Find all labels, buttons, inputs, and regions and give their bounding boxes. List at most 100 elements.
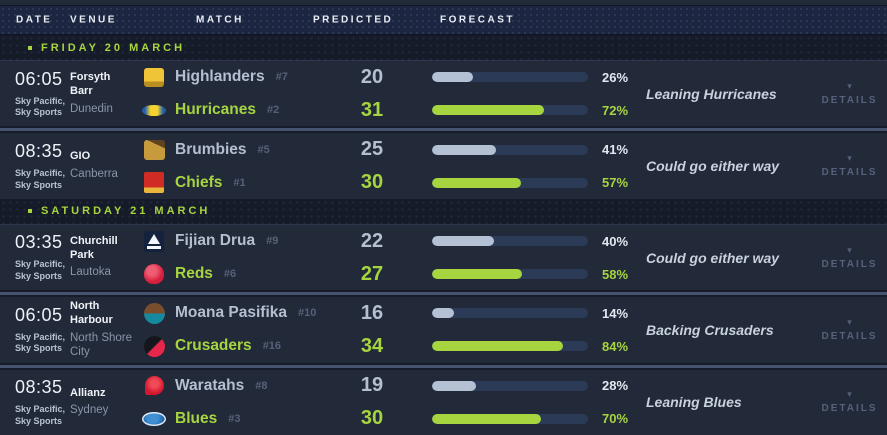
broadcast-channels: Sky Pacific, Sky Sports [15,95,66,118]
probability-bar-fill [432,72,473,83]
forecast-cell: Backing Crusaders [640,322,812,338]
team-logo-icon [142,334,166,358]
broadcast-channels: Sky Pacific, Sky Sports [15,331,66,354]
venue-cell: Churchill Park Lautoka [70,235,142,280]
probability-percent: 28% [602,378,629,394]
predicted-score: 34 [360,334,384,357]
probability-percent: 58% [602,266,629,282]
team-logo-icon [142,171,166,195]
venue-name: Forsyth Barr [70,71,111,97]
predicted-score: 27 [360,262,384,285]
venue-city: North Shore City [70,331,133,358]
predicted-score: 16 [360,301,384,324]
date-cell: 08:35 Sky Pacific, Sky Sports [15,377,70,427]
probability-bar-fill [432,236,495,247]
predicted-score-cell: 25 30 [342,138,422,195]
probability-bar-row [432,407,588,431]
probability-percent: 70% [602,411,629,427]
predicted-score-cell: 19 30 [342,374,422,431]
probability-percent: 26% [602,69,629,85]
forecast-cell: Could go either way [640,158,812,174]
forecast-text: Leaning Hurricanes [646,85,777,102]
date-cell: 06:05 Sky Pacific, Sky Sports [15,69,70,119]
venue-city: Dunedin [70,102,113,115]
chevron-down-icon: ▾ [847,244,852,255]
venue-cell: GIO Canberra [70,150,142,182]
team-name: Waratahs [175,376,245,394]
details-button[interactable]: ▾ DETAILS [812,370,887,435]
team-rank: #6 [223,268,237,281]
away-team: Highlanders #7 [142,65,342,89]
team-name: Reds [175,265,213,283]
forecast-text: Leaning Blues [646,394,742,411]
home-team: Hurricanes #2 [142,98,342,122]
column-header-predicted: PREDICTED [313,14,394,26]
team-rank: #8 [255,379,268,392]
venue-name: Allianz [70,386,106,399]
win-probability-bars [422,374,588,431]
probability-bar-fill [432,105,545,116]
team-rank: #3 [228,412,241,425]
away-team: Brumbies #5 [142,138,342,162]
predicted-score: 20 [360,65,384,88]
team-rank: #2 [266,104,280,117]
match-row: 06:05 Sky Pacific, Sky Sports North Harb… [0,297,887,363]
details-label: DETAILS [821,330,878,342]
probability-percent: 41% [602,142,629,158]
details-button[interactable]: ▾ DETAILS [812,133,887,198]
match-cell: Highlanders #7 Hurricanes #2 [142,65,342,122]
win-probability-bars [422,229,588,286]
section-header: FRIDAY 20 MARCH [0,35,887,61]
predicted-score: 22 [360,229,384,252]
column-header-match: MATCH [196,14,244,26]
probability-bar-fill [432,269,523,280]
venue-name: Churchill Park [70,234,118,261]
column-header-forecast: FORECAST [440,14,515,26]
column-header-date: DATE [16,14,53,26]
probability-percent: 72% [602,102,629,118]
probability-bar-row [432,262,588,286]
team-name: Moana Pasifika [175,304,287,322]
team-rank: #5 [257,143,270,156]
venue-name: GIO [70,150,91,163]
team-logo-icon [142,301,166,325]
details-button[interactable]: ▾ DETAILS [812,225,887,290]
probability-bar-track [432,308,588,319]
match-row: 06:05 Sky Pacific, Sky Sports Forsyth Ba… [0,61,887,127]
probability-percent: 14% [602,305,629,321]
details-label: DETAILS [821,167,878,179]
section-date-title: FRIDAY 20 MARCH [41,41,186,54]
match-row: 08:35 Sky Pacific, Sky Sports GIO Canber… [0,133,887,199]
away-team: Moana Pasifika #10 [142,301,342,325]
team-name: Fijian Drua [175,232,256,250]
bullet-icon [28,209,32,214]
team-logo-icon [142,65,166,89]
home-team: Crusaders #16 [142,334,342,358]
details-button[interactable]: ▾ DETAILS [812,61,887,126]
venue-name: North Harbour [70,300,113,327]
row-divider [0,362,887,370]
broadcast-channels: Sky Pacific, Sky Sports [15,167,66,190]
probability-bar-track [432,144,588,155]
row-divider [0,126,887,134]
column-header-venue: VENUE [70,14,117,26]
forecast-cell: Leaning Blues [640,394,812,410]
date-cell: 08:35 Sky Pacific, Sky Sports [15,141,70,191]
predicted-score-cell: 22 27 [342,229,422,286]
venue-cell: Allianz Sydney [70,387,142,419]
win-probability-labels: 28% 70% [588,374,640,431]
venue-city: Canberra [70,168,118,181]
venue-city: Lautoka [70,266,111,279]
forecast-text: Could go either way [646,249,780,266]
predicted-score: 30 [360,407,384,430]
predicted-score: 31 [360,98,384,121]
team-rank: #16 [262,340,282,353]
win-probability-labels: 40% 58% [588,229,640,286]
date-cell: 03:35 Sky Pacific, Sky Sports [15,232,70,282]
details-button[interactable]: ▾ DETAILS [812,297,887,362]
team-logo-icon [142,262,166,286]
probability-bar-track [432,177,588,188]
forecast-cell: Could go either way [640,250,812,266]
match-row: 08:35 Sky Pacific, Sky Sports Allianz Sy… [0,369,887,435]
column-header-row: DATE VENUE MATCH PREDICTED FORECAST [0,6,887,35]
